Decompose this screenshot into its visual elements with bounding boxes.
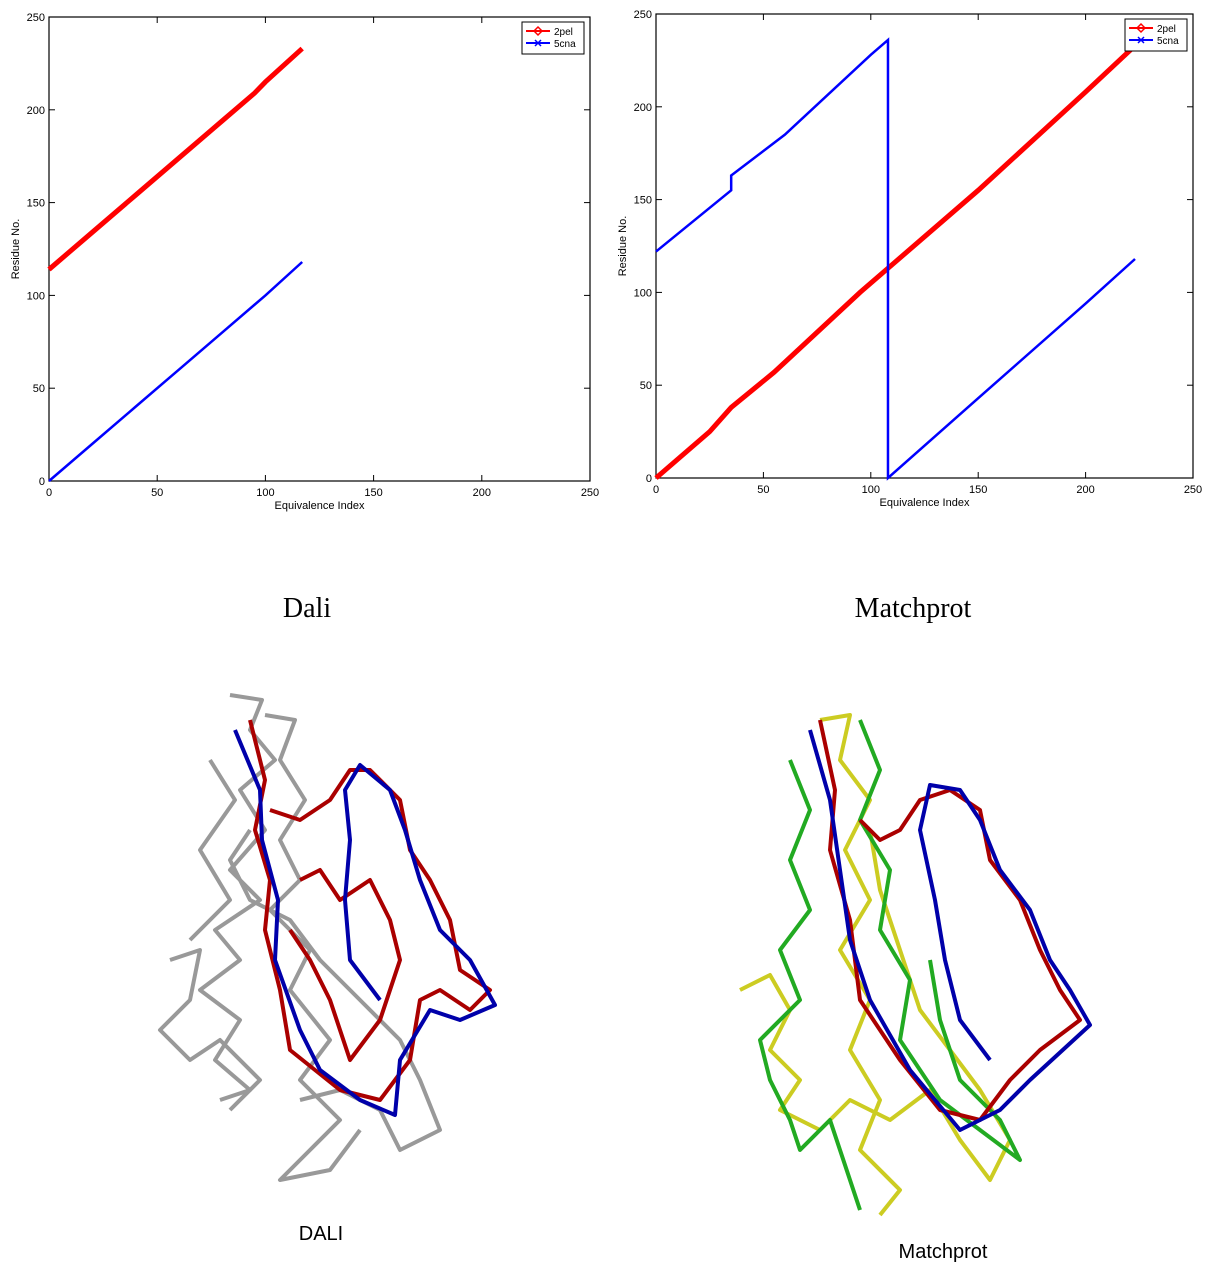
x-tick-label: 200 xyxy=(1076,484,1094,496)
caption: Matchprot xyxy=(855,593,972,624)
x-axis-label: Equivalence Index xyxy=(880,497,970,509)
legend-label: 5cna xyxy=(554,39,576,50)
x-tick-label: 0 xyxy=(653,484,659,496)
y-tick-label: 100 xyxy=(634,287,652,299)
structure-label: Matchprot xyxy=(899,1241,988,1263)
y-tick-label: 250 xyxy=(27,12,45,24)
plot-area xyxy=(655,13,1194,479)
legend-box xyxy=(1124,18,1188,52)
x-tick-label: 150 xyxy=(364,487,382,499)
legend-marker xyxy=(534,39,542,47)
y-tick-label: 50 xyxy=(33,383,45,395)
legend-label: 2pel xyxy=(554,27,573,38)
legend-label: 2pel xyxy=(1157,24,1176,35)
y-tick-label: 0 xyxy=(39,476,45,488)
y-tick-label: 150 xyxy=(634,195,652,207)
legend-marker xyxy=(1135,22,1147,34)
y-tick-label: 50 xyxy=(640,380,652,392)
x-tick-label: 250 xyxy=(581,487,599,499)
x-tick-label: 50 xyxy=(151,487,163,499)
structure-dali xyxy=(158,693,497,1182)
data-line xyxy=(47,46,304,272)
data-line xyxy=(655,37,1136,481)
data-line xyxy=(48,261,304,482)
y-tick-label: 0 xyxy=(646,473,652,485)
plot-area xyxy=(48,16,591,482)
y-tick-label: 250 xyxy=(634,9,652,21)
data-line xyxy=(654,41,1139,480)
x-tick-label: 50 xyxy=(757,484,769,496)
legend-marker xyxy=(1137,36,1145,44)
x-tick-label: 100 xyxy=(256,487,274,499)
chart: 0 50 100 150 200 250 0 50 100 150 200 250 Equivalenc… xyxy=(10,12,599,512)
x-axis-label: Equivalence Index xyxy=(275,500,365,512)
x-tick-label: 200 xyxy=(473,487,491,499)
legend-label: 5cna xyxy=(1157,36,1179,47)
x-tick-label: 250 xyxy=(1184,484,1202,496)
caption: Dali xyxy=(283,593,331,624)
x-tick-label: 0 xyxy=(46,487,52,499)
y-axis-label: Residue No. xyxy=(617,216,629,277)
y-tick-label: 200 xyxy=(27,105,45,117)
y-axis-label: Residue No. xyxy=(10,219,22,280)
x-tick-label: 150 xyxy=(969,484,987,496)
y-tick-label: 200 xyxy=(634,102,652,114)
chart: 0 50 100 150 200 250 0 50 100 150 200 250 Equivalenc… xyxy=(617,9,1202,509)
legend-box xyxy=(521,21,585,55)
x-tick-label: 100 xyxy=(862,484,880,496)
structure-matchprot xyxy=(739,713,1092,1217)
legend-marker xyxy=(532,25,544,37)
y-tick-label: 150 xyxy=(27,198,45,210)
y-tick-label: 100 xyxy=(27,290,45,302)
structure-label: DALI xyxy=(299,1223,343,1245)
